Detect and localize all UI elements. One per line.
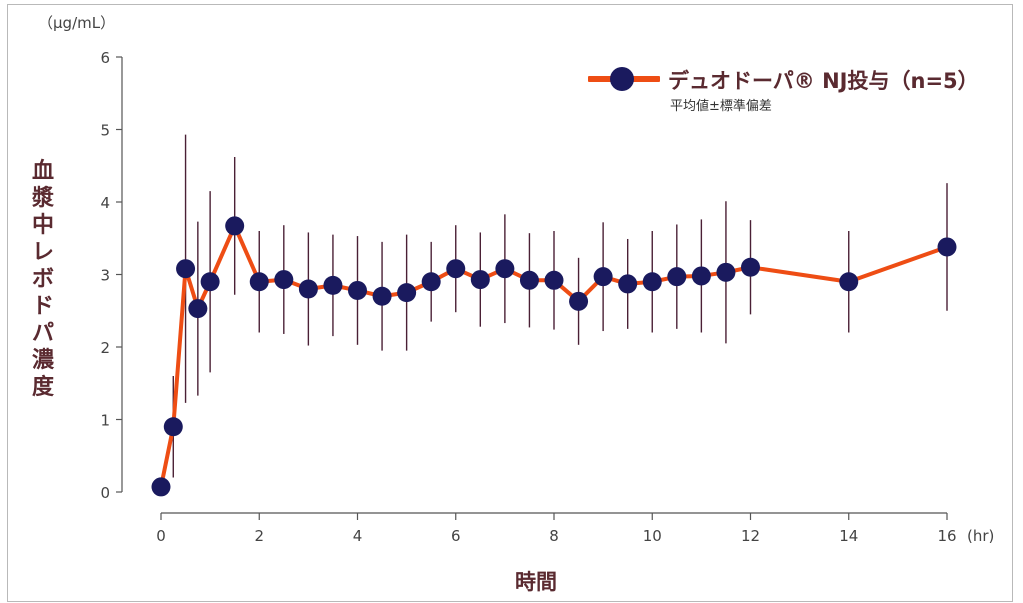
data-point: [163, 417, 183, 437]
y-axis-label-char: ボ: [31, 267, 54, 292]
y-axis-label-char: レ: [31, 240, 54, 265]
data-point: [691, 266, 711, 286]
y-axis-label: 血 漿 中 レ ボ ド パ 濃 度: [28, 158, 58, 401]
data-point: [225, 216, 245, 236]
y-unit-label: （μg/mL）: [38, 14, 116, 32]
legend-sublabel: 平均値±標準偏差: [670, 99, 772, 114]
data-point: [323, 275, 343, 295]
data-point: [642, 272, 662, 292]
data-point: [937, 237, 957, 257]
x-tick-label: 10: [643, 527, 662, 545]
y-tick-label: 6: [100, 49, 110, 67]
error-bars: [172, 134, 948, 478]
data-point: [298, 279, 318, 299]
data-point: [519, 270, 539, 290]
chart-frame: [7, 4, 1013, 602]
data-point: [569, 291, 589, 311]
data-point: [839, 272, 859, 292]
y-tick-label: 3: [100, 267, 110, 285]
x-axis-label: 時間: [515, 570, 557, 594]
x-tick-label: 0: [156, 527, 166, 545]
x-tick-label: 16: [937, 527, 956, 545]
data-point: [716, 262, 736, 282]
data-point: [446, 259, 466, 279]
data-point: [348, 280, 367, 300]
data-point: [667, 267, 687, 287]
y-axis-label-char: ド: [31, 294, 54, 319]
data-point: [200, 272, 220, 292]
y-axis-label-char: 漿: [31, 186, 54, 211]
y-tick-label: 2: [100, 339, 110, 357]
y-axis-label-char: 度: [31, 375, 54, 400]
x-tick-label: 2: [254, 527, 264, 545]
y-tick-label: 4: [100, 194, 110, 212]
data-point: [397, 283, 417, 303]
data-point: [593, 267, 613, 287]
data-point: [495, 259, 515, 279]
x-tick-label: 6: [451, 527, 461, 545]
data-point: [188, 299, 208, 319]
y-tick-label: 0: [100, 484, 110, 502]
legend-label: デュオドーパ® NJ投与（n=5）: [668, 69, 979, 93]
data-point: [421, 272, 441, 292]
x-tick-label: 4: [353, 527, 363, 545]
data-point: [470, 270, 490, 290]
data-point: [741, 257, 760, 277]
x-tick-label: 14: [839, 527, 858, 545]
y-tick-label: 1: [100, 412, 110, 430]
data-point: [618, 274, 638, 294]
data-point: [249, 272, 269, 292]
x-unit-label: (hr): [967, 527, 994, 545]
y-axis-label-char: 中: [31, 213, 54, 238]
x-tick-label: 12: [741, 527, 760, 545]
y-axis-label-char: パ: [31, 321, 54, 346]
data-point: [151, 477, 171, 497]
data-point: [176, 259, 196, 279]
data-markers: [151, 216, 957, 497]
y-axis-label-char: 濃: [31, 348, 54, 373]
legend-marker-swatch: [610, 67, 634, 91]
data-point: [372, 286, 392, 306]
data-point: [544, 270, 564, 290]
x-tick-label: 8: [549, 527, 559, 545]
y-axis-label-char: 血: [31, 159, 54, 184]
data-point: [274, 270, 294, 290]
y-tick-label: 5: [100, 122, 110, 140]
